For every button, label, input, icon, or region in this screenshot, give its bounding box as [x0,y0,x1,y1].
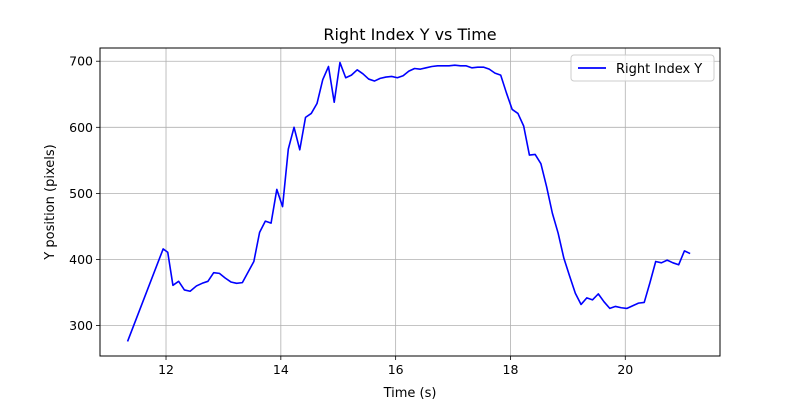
plot-area [100,48,720,356]
legend: Right Index Y [570,54,715,82]
x-axis-label: Time (s) [383,386,437,400]
plot-frame [99,47,721,357]
tick-marks: 12 14 16 18 20 300 400 500 600 700 [69,54,633,377]
y-tick-label: 500 [69,186,93,201]
series-layer [126,61,691,342]
x-tick-label: 16 [388,362,404,377]
x-tick-label: 12 [158,362,174,377]
y-tick-label: 300 [69,318,93,333]
x-tick-label: 20 [617,362,633,377]
series-line-right-index-y [126,61,691,342]
y-tick-label: 400 [69,252,93,267]
y-tick-label: 700 [69,54,93,69]
x-tick-label: 14 [273,362,289,377]
legend-box [570,54,715,82]
chart-title: Right Index Y vs Time [323,25,496,44]
y-axis-label: Y position (pixels) [43,144,58,260]
x-tick-label: 18 [503,362,519,377]
y-tick-label: 600 [69,120,93,135]
legend-entry-label: Right Index Y [616,62,702,77]
